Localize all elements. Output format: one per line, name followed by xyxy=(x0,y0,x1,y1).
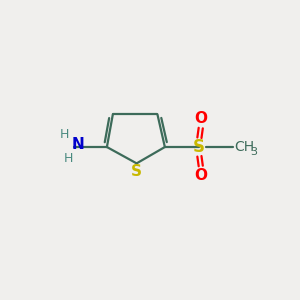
Text: CH: CH xyxy=(235,140,255,154)
Text: 3: 3 xyxy=(250,147,257,158)
Text: N: N xyxy=(71,137,84,152)
Text: S: S xyxy=(131,164,142,179)
Text: H: H xyxy=(64,152,73,165)
Text: S: S xyxy=(193,138,205,156)
Text: H: H xyxy=(60,128,69,141)
Text: O: O xyxy=(195,168,208,183)
Text: O: O xyxy=(195,111,208,126)
